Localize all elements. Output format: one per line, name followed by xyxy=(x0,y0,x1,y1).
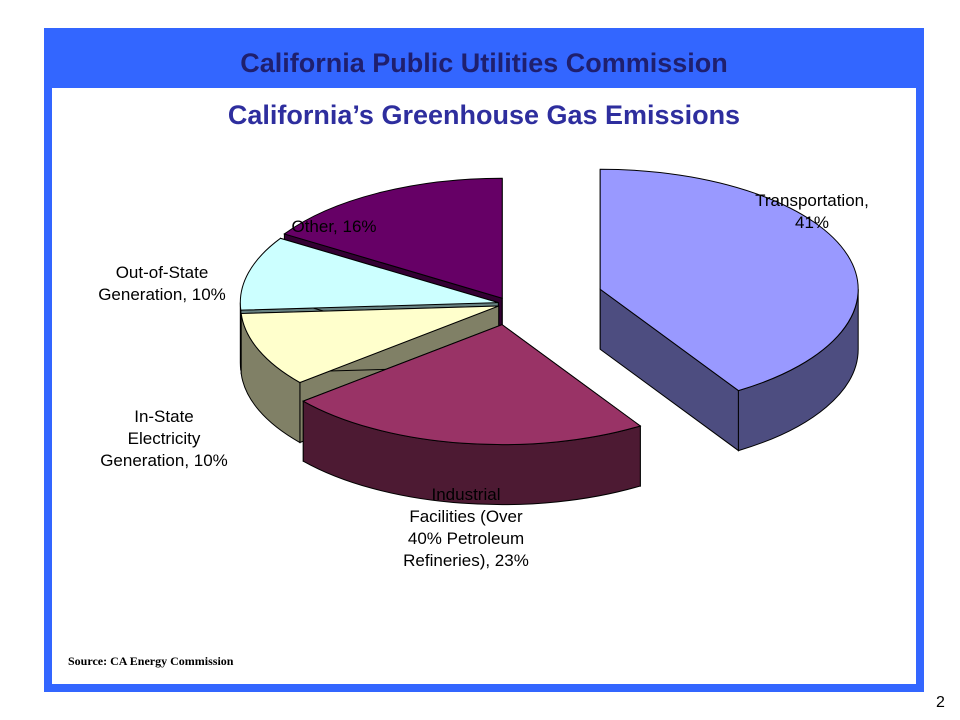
source-note: Source: CA Energy Commission xyxy=(68,654,234,668)
slice-label-out-of-state-generation: Out-of-State Generation, 10% xyxy=(98,263,226,304)
pie-slice-top-out-of-state-generation xyxy=(239,237,499,311)
header-title: California Public Utilities Commission xyxy=(240,48,728,78)
pie-slice-industrial xyxy=(302,323,642,506)
pie-slice-transportation xyxy=(599,168,859,452)
pie-slice-top-industrial xyxy=(302,324,642,446)
slide-frame: California Public Utilities Commission C… xyxy=(44,28,924,692)
slice-label-in-state-electricity: In-State Electricity Generation, 10% xyxy=(100,407,228,470)
chart-title: California’s Greenhouse Gas Emissions xyxy=(227,100,741,130)
pie-slice-top-in-state-electricity xyxy=(240,305,499,384)
pie-slice-top-transportation xyxy=(599,168,859,392)
chart-panel: California’s Greenhouse Gas Emissions Tr… xyxy=(52,88,916,684)
pie-slice-top-other xyxy=(283,177,503,299)
pie-chart: Transportation, 41% Industrial Facilities (… xyxy=(98,168,869,570)
slice-label-other: Other, 16% xyxy=(291,217,376,236)
slice-label-industrial: Industrial Facilities (Over 40% Petroleum R… xyxy=(403,485,529,570)
page-number: 2 xyxy=(936,694,945,711)
slice-label-transportation: Transportation, 41% xyxy=(755,191,869,232)
